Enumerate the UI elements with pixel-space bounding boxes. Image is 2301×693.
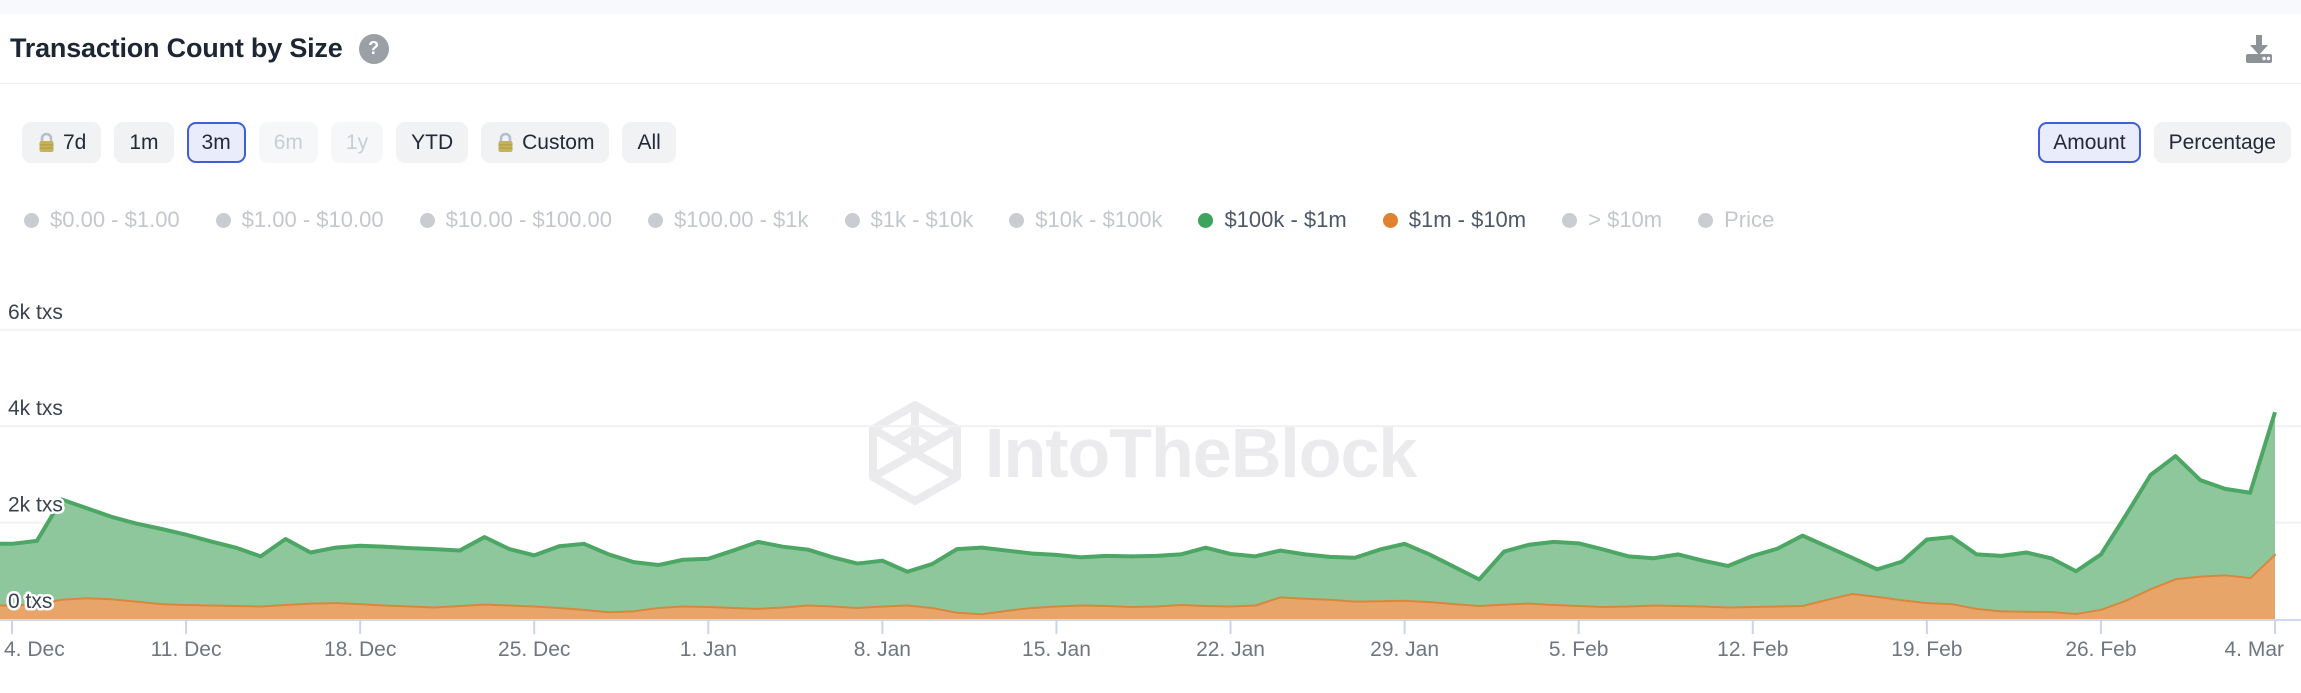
legend-item-1-10[interactable]: $1.00 - $10.00 [215,207,384,233]
y-axis-label: 0 txs [8,590,52,613]
legend-label: $10.00 - $100.00 [445,207,612,233]
legend-dot [1382,212,1398,228]
x-axis-label: 29. Jan [1370,638,1439,661]
legend-dot [1698,212,1714,228]
legend-label: $100k - $1m [1224,207,1347,233]
x-axis-label: 26. Feb [2065,638,2136,661]
mode-toggle: Amount Percentage [2025,122,2291,164]
range-button-1y: 1y [330,122,384,164]
legend-item-0-1[interactable]: $0.00 - $1.00 [24,207,180,233]
toolbar: 7d 1m 3m 6m 1y YTD Custom All Amount Per… [0,122,2301,164]
legend-item-gt-10m[interactable]: > $10m [1562,207,1662,233]
range-label: 1m [129,131,159,154]
x-axis-label: 18. Dec [324,638,396,661]
x-axis-label: 15. Jan [1022,638,1091,661]
lock-icon [39,132,54,153]
widget-header: Transaction Count by Size ? [0,14,2301,84]
range-button-6m: 6m [258,122,318,164]
x-axis-label: 19. Feb [1891,638,1962,661]
legend-dot [844,212,860,228]
legend-dot [1009,212,1025,228]
legend-label: $1m - $10m [1408,207,1527,233]
legend-item-10-100[interactable]: $10.00 - $100.00 [419,207,612,233]
legend-item-price[interactable]: Price [1698,207,1774,233]
area-series-1 [0,412,2275,614]
y-axis-label: 6k txs [8,301,63,324]
legend-dot [24,212,39,228]
legend-item-10k-100k[interactable]: $10k - $100k [1009,207,1162,233]
lock-icon [498,132,513,153]
x-axis-label: 25. Dec [498,638,570,661]
range-button-ytd[interactable]: YTD [396,122,469,164]
x-axis-label: 11. Dec [151,638,222,661]
legend-label: $100.00 - $1k [673,207,809,233]
range-button-3m[interactable]: 3m [186,122,246,164]
range-label: Custom [522,131,595,154]
download-icon [2246,34,2272,63]
legend-label: $1k - $10k [870,207,974,233]
legend-dot [647,212,663,228]
range-label: 6m [273,131,303,154]
y-axis-label: 2k txs [8,494,63,517]
x-axis-label: 4. Dec [4,638,65,661]
legend-item-1m-10m[interactable]: $1m - $10m [1382,207,1527,233]
x-axis-label: 1. Jan [680,638,737,661]
chart-svg[interactable]: 4. Dec 11. Dec 18. Dec 25. Dec 1. Jan 8. Jan 1… [0,241,2301,693]
range-label: 3m [201,131,231,154]
legend-dot [419,212,435,228]
chart-area[interactable]: IntoTheBlock 4. Dec 11. Dec 18. Dec 25. Dec… [0,241,2301,693]
legend-dot [1562,212,1578,228]
legend-dot [215,212,231,228]
range-label: All [637,131,661,154]
range-label: 7d [63,131,87,154]
range-button-custom[interactable]: Custom [481,122,610,164]
range-label: YTD [411,131,454,154]
mode-button-amount[interactable]: Amount [2038,122,2141,164]
help-icon[interactable]: ? [358,33,389,64]
x-axis-label: 4. Mar [2224,638,2284,661]
x-axis-label: 22. Jan [1196,638,1265,661]
x-axis-label: 12. Feb [1717,638,1788,661]
y-axis-label: 4k txs [8,397,63,420]
legend-label: $10k - $100k [1035,207,1163,233]
legend-item-1k-10k[interactable]: $1k - $10k [844,207,974,233]
x-axis-label: 8. Jan [854,638,911,661]
range-button-7d[interactable]: 7d [22,122,102,164]
top-strip [0,0,2301,14]
range-button-all[interactable]: All [622,122,676,164]
download-button[interactable] [2239,29,2279,69]
mode-button-percentage[interactable]: Percentage [2153,122,2291,164]
legend-label: $0.00 - $1.00 [50,207,180,233]
mode-label: Percentage [2168,131,2276,154]
legend-item-100-1k[interactable]: $100.00 - $1k [647,207,809,233]
legend-label: Price [1724,207,1775,233]
legend-label: $1.00 - $10.00 [241,207,384,233]
chart-legend: $0.00 - $1.00 $1.00 - $10.00 $10.00 - $1… [0,203,2301,237]
legend-label: > $10m [1588,207,1663,233]
range-label: 1y [345,131,369,154]
legend-item-100k-1m[interactable]: $100k - $1m [1198,207,1347,233]
legend-dot [1198,212,1214,228]
area-line-1 [0,411,2277,582]
page-title: Transaction Count by Size [10,33,343,63]
mode-label: Amount [2053,131,2126,154]
x-axis-label: 5. Feb [1549,638,1609,661]
range-button-1m[interactable]: 1m [114,122,174,164]
